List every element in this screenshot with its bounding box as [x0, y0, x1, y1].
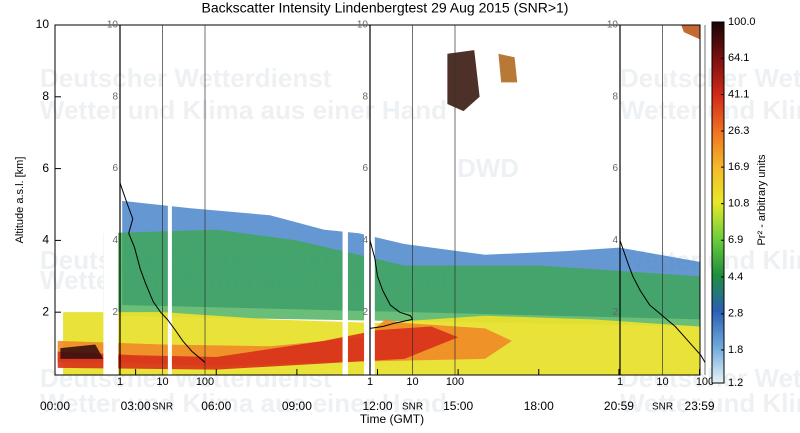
- x-tick-label: 12:00: [362, 399, 392, 413]
- x-tick-label: 23:59: [685, 399, 715, 413]
- colorbar: [711, 21, 725, 384]
- data-gap: [167, 200, 172, 375]
- colorbar-tick-label: 1.2: [728, 377, 743, 389]
- backscatter-layer: [57, 326, 459, 370]
- watermark-text: Deutscher Wetterdienst: [40, 63, 332, 93]
- inset-tick-label: 100: [446, 376, 464, 388]
- y-tick-label: 2: [42, 304, 49, 318]
- inset-y-tick-label: 2: [112, 307, 118, 318]
- backscatter-layer: [681, 25, 700, 40]
- backscatter-layer: [447, 50, 480, 112]
- colorbar-tick-label: 2.8: [728, 308, 743, 320]
- colorbar-tick-label: 64.1: [728, 52, 749, 64]
- inset-y-tick-label: 8: [112, 91, 118, 102]
- colorbar-tick-label: 16.9: [728, 161, 749, 173]
- watermark-text: Deutscher Wetterdienst: [620, 63, 800, 93]
- y-tick-label: 4: [42, 233, 49, 247]
- snr-profile: [369, 240, 414, 329]
- inset-y-tick-label: 2: [612, 307, 618, 318]
- inset-y-tick-label: 10: [357, 20, 369, 31]
- snr-profile: [119, 182, 206, 363]
- inset-tick-label: 1: [117, 376, 123, 388]
- inset-y-tick-label: 10: [607, 20, 619, 31]
- x-tick-label: 00:00: [40, 399, 70, 413]
- colorbar-tick-label: 4.4: [728, 271, 743, 283]
- x-tick-label: 15:00: [443, 399, 473, 413]
- colorbar-tick-label: 100.0: [728, 16, 756, 28]
- x-tick-label: 06:00: [201, 399, 231, 413]
- x-axis-label: Time (GMT): [360, 412, 424, 426]
- x-tick-label: 03:00: [121, 399, 151, 413]
- inset-y-tick-label: 4: [362, 235, 368, 246]
- x-tick-label: 18:00: [524, 399, 554, 413]
- data-gap: [342, 200, 348, 375]
- y-axis-label: Altitude a.s.l. [km]: [14, 157, 26, 244]
- x-tick-label: 20:59: [604, 399, 634, 413]
- backscatter-layer: [60, 344, 104, 359]
- inset-y-tick-label: 6: [362, 163, 368, 174]
- snr-profile: [619, 240, 706, 363]
- colorbar-tick-label: 1.8: [728, 344, 743, 356]
- watermark-text: Wetter und Klima aus einer Hand: [620, 95, 800, 125]
- inset-y-tick-label: 4: [612, 235, 618, 246]
- inset-tick-label: 10: [406, 376, 418, 388]
- inset-axis-label: SNR: [152, 402, 173, 413]
- inset-y-tick-label: 6: [612, 163, 618, 174]
- watermark-text: Wetter und Klima aus einer Hand: [40, 388, 447, 418]
- inset-tick-label: 1: [367, 376, 373, 388]
- watermark-text: Wetter und Klima aus einer Hand: [620, 388, 800, 418]
- inset-axis-label: SNR: [652, 402, 673, 413]
- inset-tick-label: 10: [656, 376, 668, 388]
- inset-y-tick-label: 4: [112, 235, 118, 246]
- colorbar-tick-label: 26.3: [728, 125, 749, 137]
- colorbar-label: Pr² - arbitrary units: [756, 154, 768, 246]
- x-tick-label: 09:00: [282, 399, 312, 413]
- inset-axis-label: SNR: [402, 402, 423, 413]
- inset-y-tick-label: 8: [612, 91, 618, 102]
- inset-y-tick-label: 10: [107, 20, 119, 31]
- colorbar-tick-label: 6.9: [728, 234, 743, 246]
- y-tick-label: 10: [36, 17, 50, 31]
- inset-tick-label: 100: [696, 376, 714, 388]
- inset-y-tick-label: 2: [362, 307, 368, 318]
- inset-y-tick-label: 6: [112, 163, 118, 174]
- colorbar-tick-label: 10.8: [728, 198, 749, 210]
- inset-y-tick-label: 8: [362, 91, 368, 102]
- inset-tick-label: 10: [156, 376, 168, 388]
- y-tick-label: 8: [42, 89, 49, 103]
- data-gap: [108, 200, 119, 375]
- colorbar-tick-label: 41.1: [728, 88, 749, 100]
- watermark-logo: DWD: [457, 153, 519, 183]
- watermark-text: Wetter und Klima aus einer Hand: [40, 95, 447, 125]
- inset-tick-label: 100: [196, 376, 214, 388]
- backscatter-layer: [103, 229, 700, 327]
- chart-title: Backscatter Intensity Lindenbergtest 29 …: [202, 0, 569, 16]
- backscatter-layer: [498, 53, 518, 83]
- y-tick-label: 6: [42, 161, 49, 175]
- inset-tick-label: 1: [617, 376, 623, 388]
